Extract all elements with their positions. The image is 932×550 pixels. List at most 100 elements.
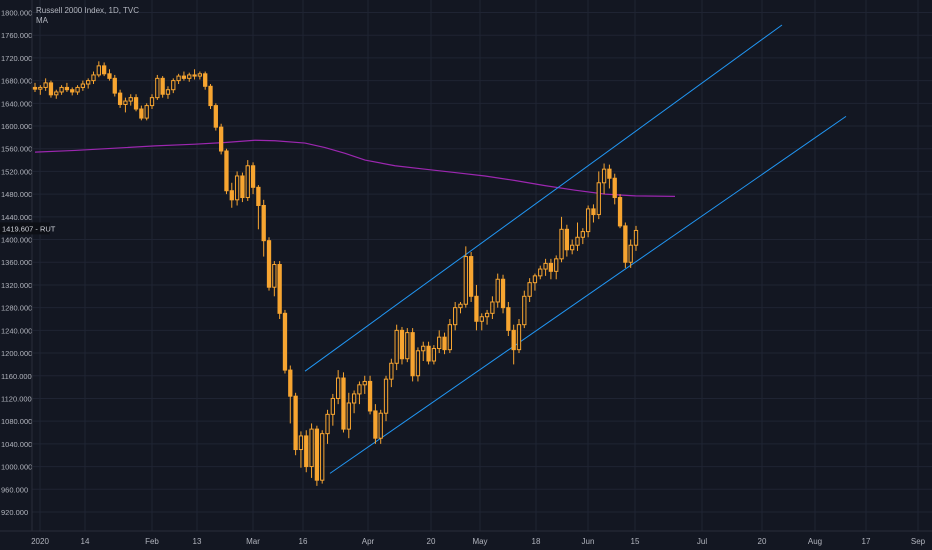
candle (86, 78, 91, 89)
candle-body (580, 231, 585, 238)
candle-body (623, 225, 628, 263)
candle (628, 239, 633, 268)
candle-body (500, 278, 506, 309)
candle (160, 76, 165, 98)
candle-body (527, 282, 532, 297)
candle (538, 265, 543, 280)
candle (559, 216, 564, 263)
candle (261, 199, 266, 257)
candle (282, 309, 288, 374)
y-tick-label: 1440.000 (1, 213, 32, 222)
candle-body (591, 208, 596, 216)
candle-body (399, 329, 405, 360)
candle-body (229, 190, 234, 201)
y-tick-label: 920.000 (1, 508, 28, 517)
y-tick-label: 1160.000 (1, 372, 32, 381)
candle (219, 123, 224, 155)
x-tick-label: 20 (758, 537, 767, 546)
candle-body (272, 264, 277, 288)
candle-body (548, 262, 554, 272)
candle-body (373, 410, 378, 439)
candle-body (187, 74, 192, 79)
y-tick-label: 1320.000 (1, 281, 32, 290)
candle-body (378, 412, 383, 439)
channel-upper-line (304, 24, 783, 372)
candle (506, 301, 511, 337)
candle (474, 284, 479, 331)
y-tick-label: 960.000 (1, 485, 28, 494)
candle-body (506, 307, 511, 331)
candle (500, 274, 506, 314)
candle (575, 222, 580, 251)
candle (351, 390, 357, 414)
candle-body (261, 204, 266, 242)
candle-body (617, 197, 623, 227)
x-tick-label: 18 (532, 537, 541, 546)
candle-body (282, 312, 288, 371)
x-tick-label: 13 (193, 537, 202, 546)
candle (484, 309, 490, 325)
candle-body (336, 377, 341, 399)
candle-body (330, 397, 335, 415)
candle (208, 84, 213, 109)
candle (623, 222, 628, 268)
candle (293, 392, 298, 456)
candle (421, 341, 426, 361)
candle (463, 246, 468, 308)
candle (447, 319, 452, 354)
candle (123, 97, 128, 113)
candle (591, 204, 596, 223)
candle-body (128, 97, 133, 102)
candle (197, 71, 203, 80)
candle-body (266, 240, 272, 288)
candle (165, 86, 171, 99)
y-tick-label: 1760.000 (1, 31, 32, 40)
y-tick-label: 1400.000 (1, 236, 32, 245)
candle (516, 319, 522, 354)
candle (75, 85, 80, 95)
candle-body (112, 77, 117, 94)
candle (543, 258, 548, 276)
candle-body (208, 85, 213, 107)
candle (112, 74, 117, 97)
candle-body (474, 295, 479, 322)
x-tick-label: Jun (582, 537, 595, 546)
candle (192, 69, 197, 80)
y-tick-label: 1520.000 (1, 167, 32, 176)
candle (373, 404, 378, 444)
candle-body (149, 97, 155, 107)
candle-body (490, 301, 495, 314)
candle (48, 80, 54, 98)
candle (149, 94, 155, 109)
x-tick-label: Apr (362, 537, 375, 546)
y-tick-label: 1480.000 (1, 190, 32, 199)
candle (564, 224, 570, 257)
candle-body (101, 65, 107, 75)
x-tick-label: Sep (911, 537, 926, 546)
candle (336, 370, 341, 405)
y-tick-label: 1240.000 (1, 326, 32, 335)
candle (272, 261, 277, 297)
candle-body (458, 303, 463, 309)
candle-body (144, 105, 149, 119)
candle-body (357, 384, 362, 395)
candle-body (405, 332, 410, 360)
x-tick-label: Mar (246, 537, 260, 546)
y-tick-label: 1080.000 (1, 417, 32, 426)
candle-body (522, 295, 527, 326)
candle (139, 105, 144, 121)
candle (580, 228, 585, 245)
candle-body (426, 345, 431, 362)
candle-body (288, 369, 293, 397)
candle-body (325, 413, 330, 435)
candle-body (351, 393, 357, 404)
x-tick-label: 17 (862, 537, 871, 546)
candle-body (240, 175, 245, 199)
candle (171, 78, 176, 94)
candle-body (224, 150, 229, 192)
candle (224, 148, 229, 195)
candle-body (511, 329, 516, 351)
y-tick-label: 1040.000 (1, 440, 32, 449)
candle-body (633, 229, 639, 246)
